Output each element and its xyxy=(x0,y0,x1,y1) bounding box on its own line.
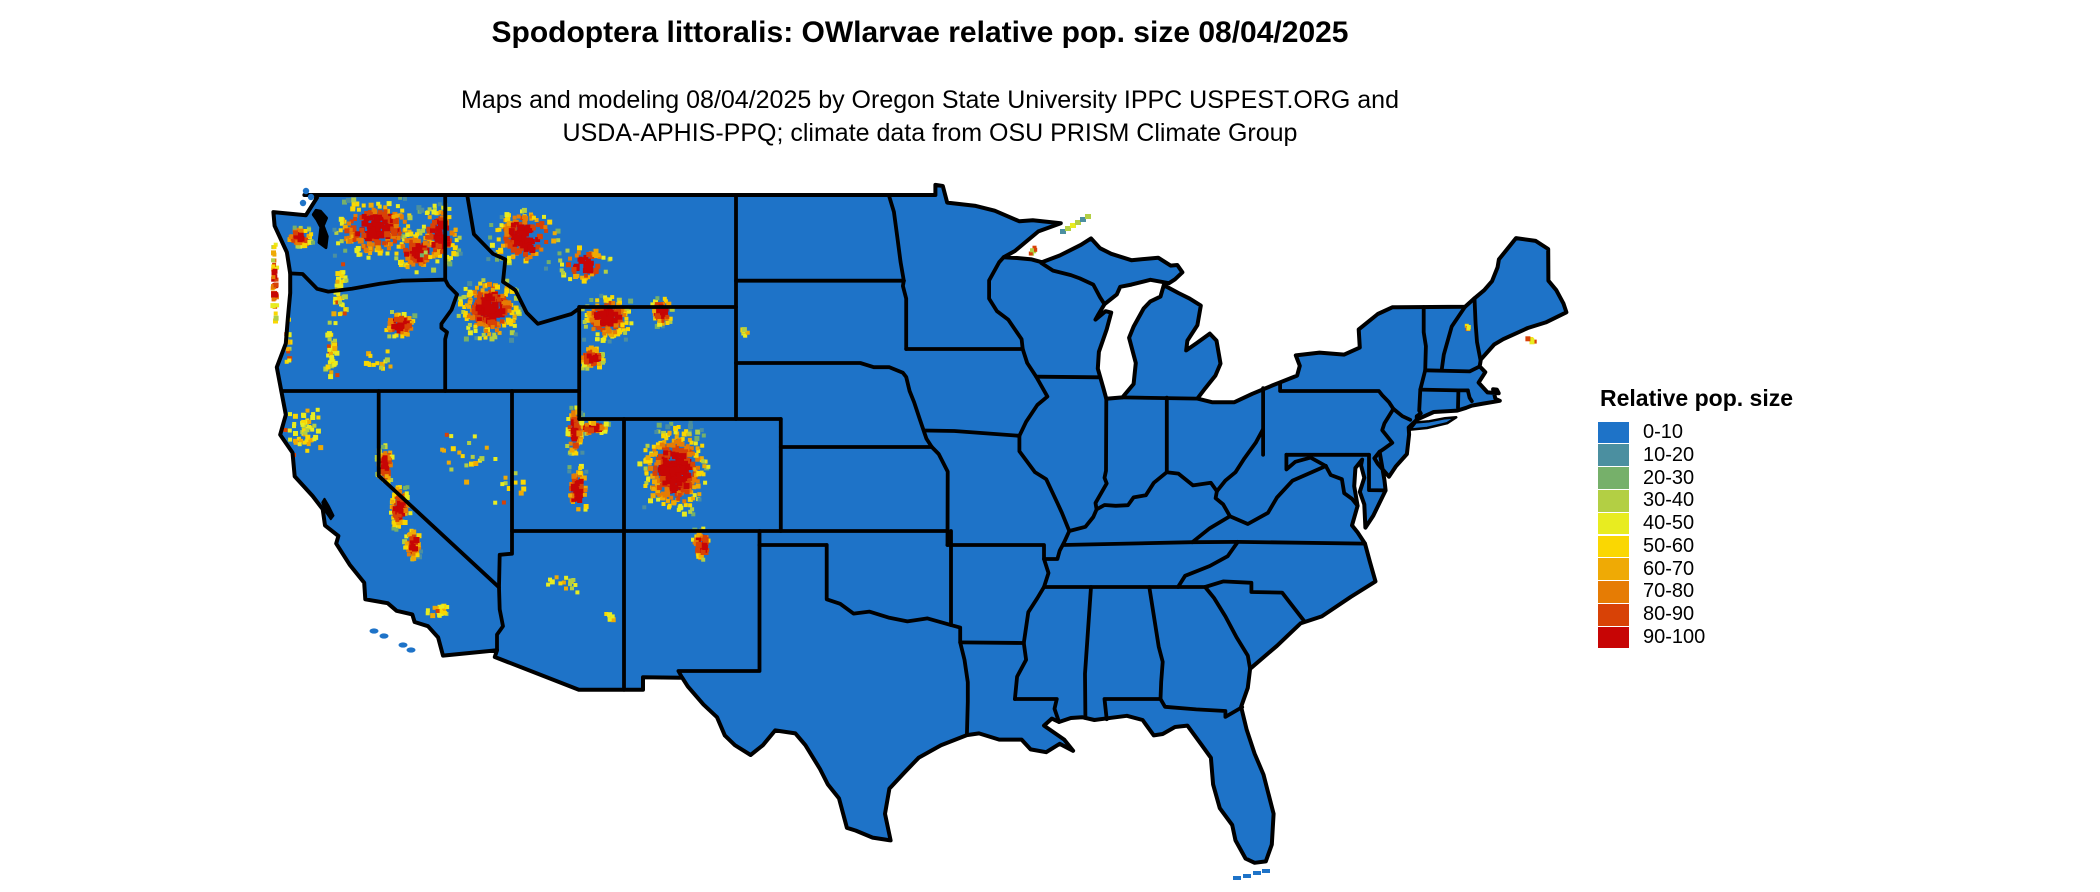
legend-label: 60-70 xyxy=(1643,557,1695,580)
legend-swatch xyxy=(1598,581,1629,603)
legend-swatch xyxy=(1598,467,1629,489)
legend-row: 60-70 xyxy=(1598,558,1858,581)
legend-swatch xyxy=(1598,626,1629,649)
legend-row: 90-100 xyxy=(1598,626,1858,649)
legend-label: 50-60 xyxy=(1643,534,1695,557)
legend-row: 30-40 xyxy=(1598,489,1858,512)
legend-row: 20-30 xyxy=(1598,467,1858,490)
page-title: Spodoptera littoralis: OWlarvae relative… xyxy=(491,16,1349,49)
legend-row: 10-20 xyxy=(1598,444,1858,467)
legend-label: 40-50 xyxy=(1643,512,1695,535)
legend-swatch xyxy=(1598,421,1629,444)
legend-swatch xyxy=(1598,444,1629,466)
legend-label: 20-30 xyxy=(1643,466,1695,489)
legend-label: 80-90 xyxy=(1643,603,1695,626)
legend-panel: Relative pop. size 0-10 10-20 20-30 30-40 40… xyxy=(1598,384,1858,649)
legend-row: 80-90 xyxy=(1598,603,1858,626)
legend-title: Relative pop. size xyxy=(1600,385,1794,411)
legend-swatch xyxy=(1598,489,1629,512)
legend-swatch xyxy=(1598,558,1629,580)
legend-label: 0-10 xyxy=(1643,420,1684,443)
legend-label: 30-40 xyxy=(1643,489,1695,512)
legend-row: 70-80 xyxy=(1598,580,1858,604)
legend-row: 40-50 xyxy=(1598,512,1858,535)
legend-label: 70-80 xyxy=(1643,580,1695,603)
legend-swatch xyxy=(1598,603,1629,626)
legend-row: 50-60 xyxy=(1598,535,1858,558)
subtitle-line-1: Maps and modeling 08/04/2025 by Oregon S… xyxy=(461,86,1399,114)
legend-label: 10-20 xyxy=(1643,443,1695,466)
legend-label: 90-100 xyxy=(1643,626,1706,649)
legend-swatch xyxy=(1598,535,1629,558)
subtitle-line-2: USDA-APHIS-PPQ; climate data from OSU PR… xyxy=(562,119,1298,147)
legend-swatch xyxy=(1598,512,1629,535)
legend-row: 0-10 xyxy=(1598,421,1858,444)
